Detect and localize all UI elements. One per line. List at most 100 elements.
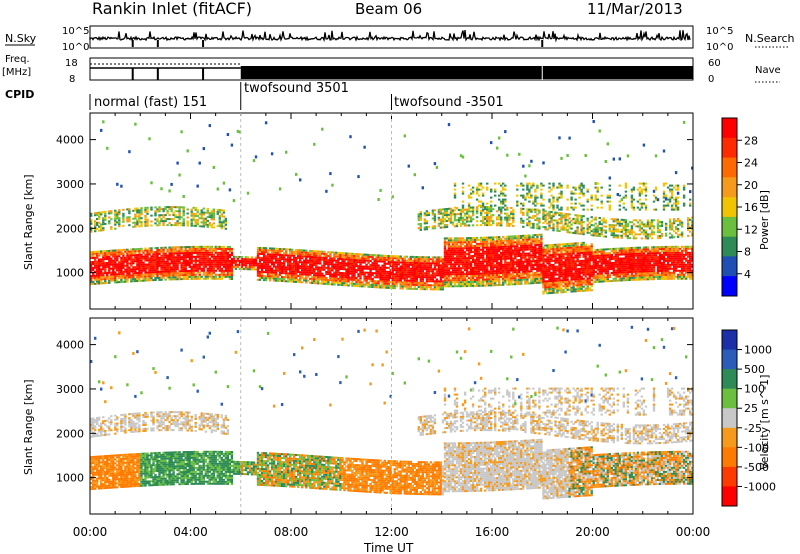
range-gate-cell — [331, 277, 334, 280]
range-gate-cell — [216, 247, 219, 250]
range-gate-cell — [240, 260, 244, 262]
range-gate-cell — [465, 241, 469, 244]
range-gate-cell — [437, 260, 441, 263]
range-gate-cell — [534, 219, 537, 222]
range-gate-cell — [536, 235, 539, 238]
range-gate-cell — [451, 241, 455, 244]
range-gate-cell — [138, 215, 141, 218]
range-gate-cell — [164, 262, 167, 265]
range-gate-cell — [481, 242, 485, 245]
range-gate-cell — [550, 278, 553, 280]
range-gate-cell — [136, 268, 139, 270]
range-gate-cell — [484, 266, 487, 269]
range-gate-cell — [453, 194, 457, 197]
range-gate-cell — [437, 266, 441, 269]
range-gate-cell — [381, 258, 384, 261]
range-gate-cell — [562, 265, 565, 268]
range-gate-cell — [391, 261, 394, 264]
range-gate-cell — [114, 257, 117, 260]
range-gate-cell — [154, 279, 157, 281]
range-gate-cell — [566, 225, 569, 228]
range-gate-cell — [268, 259, 272, 262]
range-gate-cell — [554, 251, 557, 254]
range-gate-cell — [104, 256, 107, 259]
range-gate-cell — [367, 273, 370, 276]
range-gate-cell — [544, 210, 547, 213]
range-gate-cell — [301, 249, 304, 252]
range-gate-cell — [532, 226, 535, 229]
range-gate-cell — [486, 258, 489, 261]
range-gate-cell — [401, 269, 404, 272]
range-gate-cell — [477, 274, 481, 277]
range-gate-cell — [546, 266, 549, 269]
range-gate-cell — [142, 255, 145, 258]
range-gate-cell — [120, 275, 123, 277]
range-gate-cell — [204, 273, 207, 276]
range-gate-cell — [494, 248, 497, 251]
range-gate-cell — [496, 262, 499, 265]
range-gate-cell — [469, 196, 473, 199]
range-gate-cell — [200, 221, 203, 224]
range-gate-cell — [280, 266, 284, 268]
range-gate-cell — [467, 255, 471, 258]
range-gate-cell — [441, 272, 445, 275]
range-gate-cell — [520, 282, 523, 285]
range-gate-cell — [317, 260, 320, 263]
range-gate-cell — [90, 283, 93, 286]
range-gate-cell — [506, 153, 509, 157]
range-gate-cell — [190, 255, 193, 258]
range-gate-cell — [144, 257, 147, 260]
range-gate-cell — [518, 281, 521, 283]
noise-tick-left-bottom: 10^0 — [62, 42, 89, 53]
range-gate-cell — [238, 264, 242, 266]
range-gate-cell — [186, 256, 189, 258]
range-gate-cell — [102, 219, 105, 222]
range-gate-cell — [90, 267, 93, 270]
range-gate-cell — [182, 250, 185, 253]
range-gate-cell — [397, 275, 400, 278]
range-gate-cell — [546, 214, 549, 217]
range-gate-cell — [566, 264, 569, 267]
range-gate-cell — [520, 256, 523, 259]
range-gate-cell — [389, 255, 392, 258]
range-gate-cell — [568, 282, 571, 285]
range-gate-cell — [490, 141, 493, 145]
range-gate-cell — [457, 259, 461, 262]
range-gate-cell — [526, 182, 529, 185]
range-gate-cell — [184, 266, 187, 268]
range-gate-cell — [526, 222, 529, 225]
range-gate-cell — [359, 267, 362, 270]
range-gate-cell — [512, 225, 515, 227]
range-gate-cell — [144, 269, 147, 272]
range-gate-cell — [222, 225, 226, 228]
range-gate-cell — [184, 272, 187, 274]
range-gate-cell — [479, 220, 483, 223]
range-gate-cell — [295, 276, 298, 279]
range-gate-cell — [461, 263, 465, 266]
range-gate-cell — [502, 263, 505, 266]
range-gate-cell — [337, 257, 340, 260]
range-gate-cell — [188, 273, 191, 276]
range-gate-cell — [132, 268, 135, 271]
range-gate-cell — [457, 213, 461, 215]
range-gate-cell — [512, 211, 515, 214]
range-gate-cell — [226, 267, 230, 270]
range-gate-cell — [504, 263, 507, 266]
range-gate-cell — [363, 277, 366, 280]
range-gate-cell — [431, 272, 435, 275]
range-gate-cell — [506, 224, 509, 227]
range-gate-cell — [192, 206, 195, 209]
range-gate-cell — [333, 251, 336, 254]
range-gate-cell — [560, 259, 563, 262]
range-gate-cell — [208, 214, 211, 217]
range-gate-cell — [437, 222, 441, 225]
range-gate-cell — [128, 276, 131, 279]
range-gate-cell — [481, 264, 485, 267]
range-gate-cell — [437, 270, 441, 273]
range-gate-cell — [206, 207, 209, 210]
range-gate-cell — [375, 270, 378, 273]
range-gate-cell — [375, 262, 378, 265]
range-gate-cell — [266, 277, 270, 280]
range-gate-cell — [508, 249, 511, 252]
range-gate-cell — [258, 249, 262, 251]
